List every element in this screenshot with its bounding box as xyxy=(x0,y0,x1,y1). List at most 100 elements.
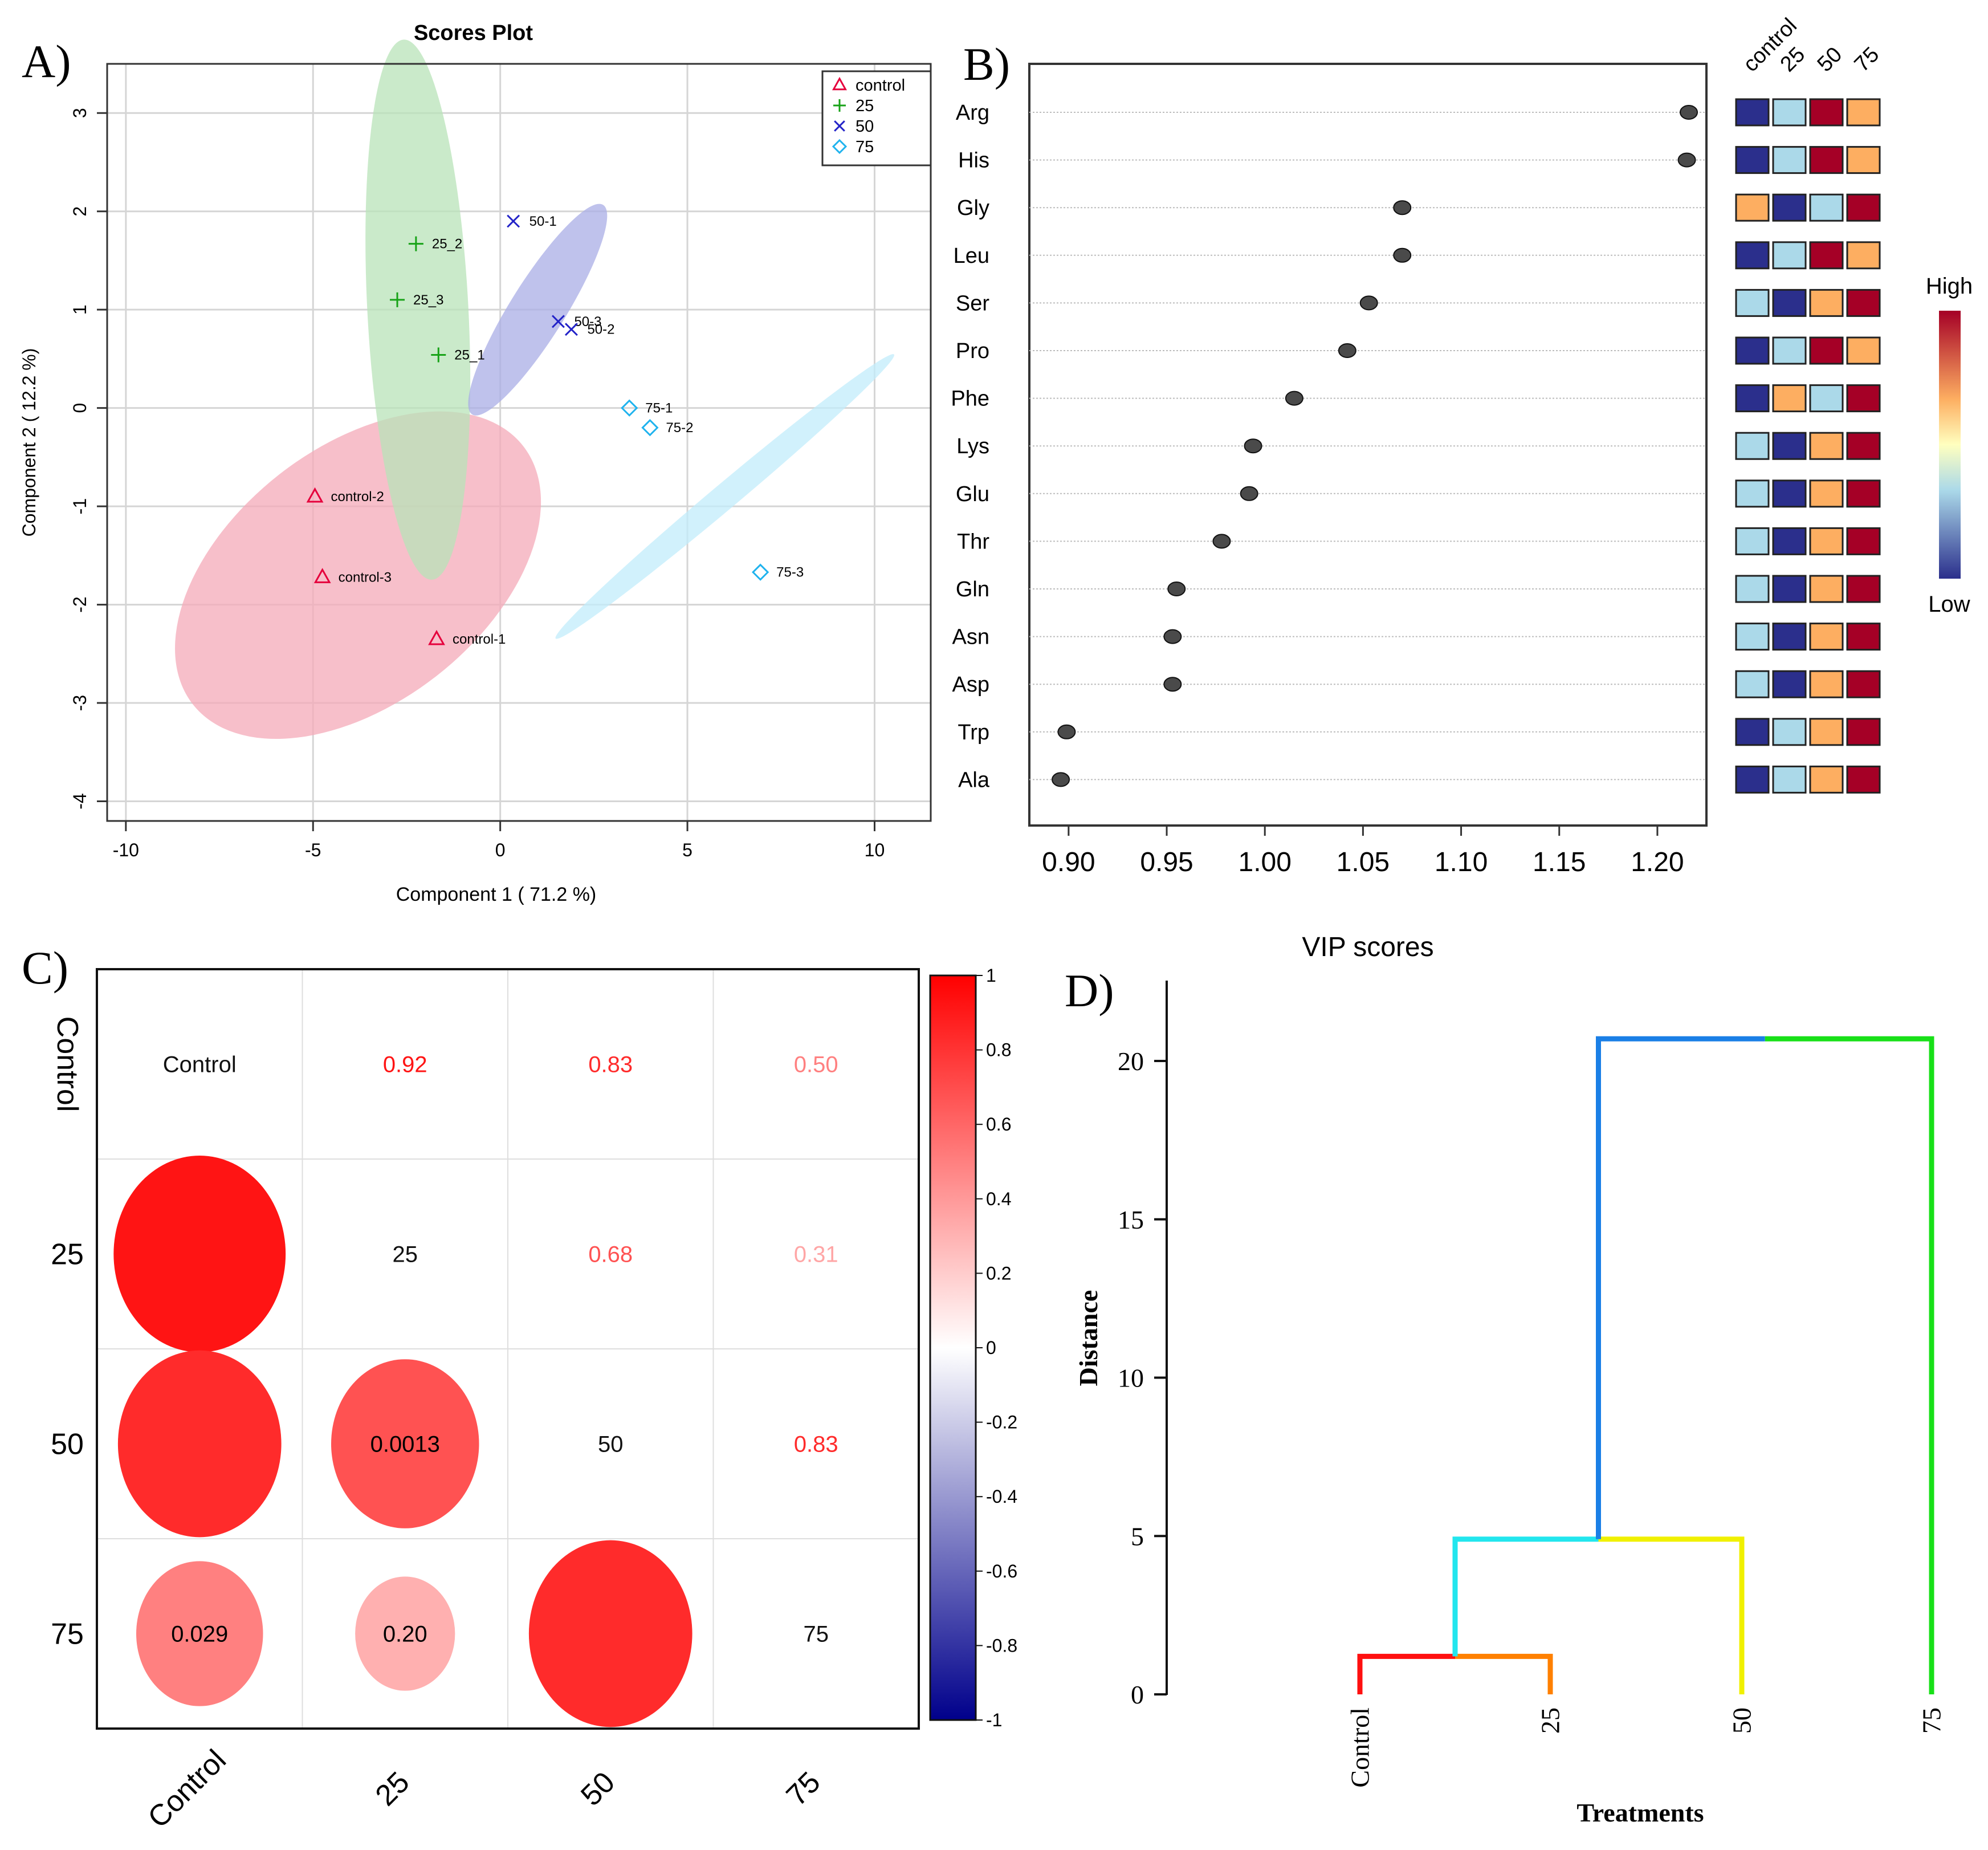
vip-point xyxy=(1677,152,1696,168)
dendro-branch-right xyxy=(1598,1536,1745,1694)
corr-circle xyxy=(113,1156,286,1352)
x-tick-label: -10 xyxy=(113,840,139,860)
y-axis-label: Component 2 ( 12.2 %) xyxy=(19,348,39,537)
vip-x-tick-label: 0.90 xyxy=(1042,847,1095,877)
vip-heat-cell xyxy=(1772,288,1807,317)
corr-value-text: 0.68 xyxy=(588,1242,633,1267)
corr-col-label: Control xyxy=(141,1743,233,1835)
legend-label-50: 50 xyxy=(856,117,874,136)
colorbar-tick-label: -0.2 xyxy=(986,1412,1017,1433)
score-point xyxy=(313,568,331,583)
corr-colorbar xyxy=(929,974,977,1721)
dendro-leaf-label: 50 xyxy=(1728,1707,1757,1734)
vip-category-label: Asp xyxy=(952,673,989,697)
dendro-leaf-label: Control xyxy=(1346,1707,1375,1788)
dendro-branch-left xyxy=(1357,1653,1455,1694)
vip-point xyxy=(1167,582,1186,596)
vip-heat-cell xyxy=(1809,479,1844,508)
legend-label-75: 75 xyxy=(856,138,874,156)
vip-heat-cell xyxy=(1735,718,1770,746)
vip-category-label: Gln xyxy=(956,578,989,601)
dendro-branch-left xyxy=(1596,1036,1765,1539)
vip-heat-cell xyxy=(1735,575,1770,603)
score-point xyxy=(641,419,659,437)
score-point-label: 50-3 xyxy=(574,314,601,330)
vip-heat-cell xyxy=(1809,527,1844,555)
y-tick-label: 1 xyxy=(70,304,90,315)
vip-heat-column-label: 75 xyxy=(1850,43,1884,77)
score-point xyxy=(431,347,446,363)
vip-heat-cell xyxy=(1809,98,1844,127)
dendro-branch-left xyxy=(1452,1536,1599,1657)
x-axis-label: Component 1 ( 71.2 %) xyxy=(396,884,597,905)
vip-heat-cell xyxy=(1809,765,1844,794)
score-point-label: control-2 xyxy=(331,489,384,505)
x-tick-label: 10 xyxy=(865,840,885,860)
vip-heat-cell xyxy=(1772,527,1807,555)
corr-row-label: 75 xyxy=(51,1618,84,1651)
vip-x-tick-label: 1.15 xyxy=(1533,847,1586,877)
x-tick-label: 5 xyxy=(682,840,692,860)
y-tick-label: 0 xyxy=(70,403,90,413)
confidence-ellipse-50 xyxy=(468,204,608,416)
vip-heat-cell xyxy=(1772,146,1807,174)
vip-category-label: Ser xyxy=(956,291,989,315)
vip-x-tick-label: 1.00 xyxy=(1239,847,1292,877)
vip-heat-column-label: 50 xyxy=(1813,43,1847,77)
vip-heat-cell xyxy=(1809,241,1844,270)
corr-row-label: 25 xyxy=(51,1238,84,1271)
scores-plot-title: Scores Plot xyxy=(414,21,533,45)
vip-point xyxy=(1393,200,1412,216)
vip-x-tick-label: 1.10 xyxy=(1435,847,1488,877)
vip-point xyxy=(1163,677,1182,692)
vip-heat-cell xyxy=(1772,623,1807,651)
vip-point xyxy=(1393,247,1412,263)
colorbar-tick-label: -1 xyxy=(986,1710,1002,1730)
vip-heat-cell xyxy=(1846,765,1881,794)
vip-point xyxy=(1359,295,1378,311)
vip-heat-cell xyxy=(1809,336,1844,365)
score-point xyxy=(621,399,638,417)
vip-heat-cell xyxy=(1735,384,1770,413)
vip-x-tick-label: 1.20 xyxy=(1631,847,1684,877)
y-tick-label: -1 xyxy=(70,498,90,514)
vip-heat-cell xyxy=(1735,527,1770,555)
vip-category-label: Leu xyxy=(954,244,989,268)
vip-heat-cell xyxy=(1846,432,1881,460)
vip-heat-cell xyxy=(1846,670,1881,698)
vip-heat-cell xyxy=(1772,479,1807,508)
vip-heat-cell xyxy=(1772,336,1807,365)
panel-label-c: C) xyxy=(22,942,68,994)
vip-heat-cell xyxy=(1846,623,1881,651)
dendro-branch-right xyxy=(1455,1653,1553,1694)
colorbar-tick-label: 1 xyxy=(986,965,996,986)
corr-value-text: 0.50 xyxy=(794,1052,838,1078)
corr-circle xyxy=(528,1540,692,1727)
corr-circle xyxy=(136,1561,263,1706)
score-point xyxy=(408,236,423,251)
vip-point xyxy=(1244,438,1262,454)
vip-heat-cell xyxy=(1809,575,1844,603)
corr-value-text: 25 xyxy=(393,1242,418,1267)
vip-heat-cell xyxy=(1809,193,1844,222)
panel-label-a: A) xyxy=(22,35,71,87)
score-point-label: 75-2 xyxy=(666,420,693,436)
dendro-y-tick-label: 0 xyxy=(1131,1680,1144,1709)
colorbar-tick-label: -0.6 xyxy=(986,1561,1017,1581)
vip-heat-cell xyxy=(1735,146,1770,174)
vip-legend-bar xyxy=(1939,311,1961,579)
corr-frame xyxy=(96,968,920,1730)
colorbar-tick-label: 0.4 xyxy=(986,1189,1011,1209)
legend-symbol xyxy=(834,120,845,132)
vip-heat-cell xyxy=(1846,98,1881,127)
dendro-leaf-label: 75 xyxy=(1917,1707,1946,1734)
vip-heat-cell xyxy=(1735,623,1770,651)
dendro-leaf-label: 25 xyxy=(1536,1707,1565,1734)
corr-value-text: 50 xyxy=(598,1432,624,1457)
legend-label-25: 25 xyxy=(856,97,874,115)
y-tick-label: -3 xyxy=(70,695,90,711)
vip-heat-cell xyxy=(1772,241,1807,270)
vip-heat-cell xyxy=(1735,98,1770,127)
